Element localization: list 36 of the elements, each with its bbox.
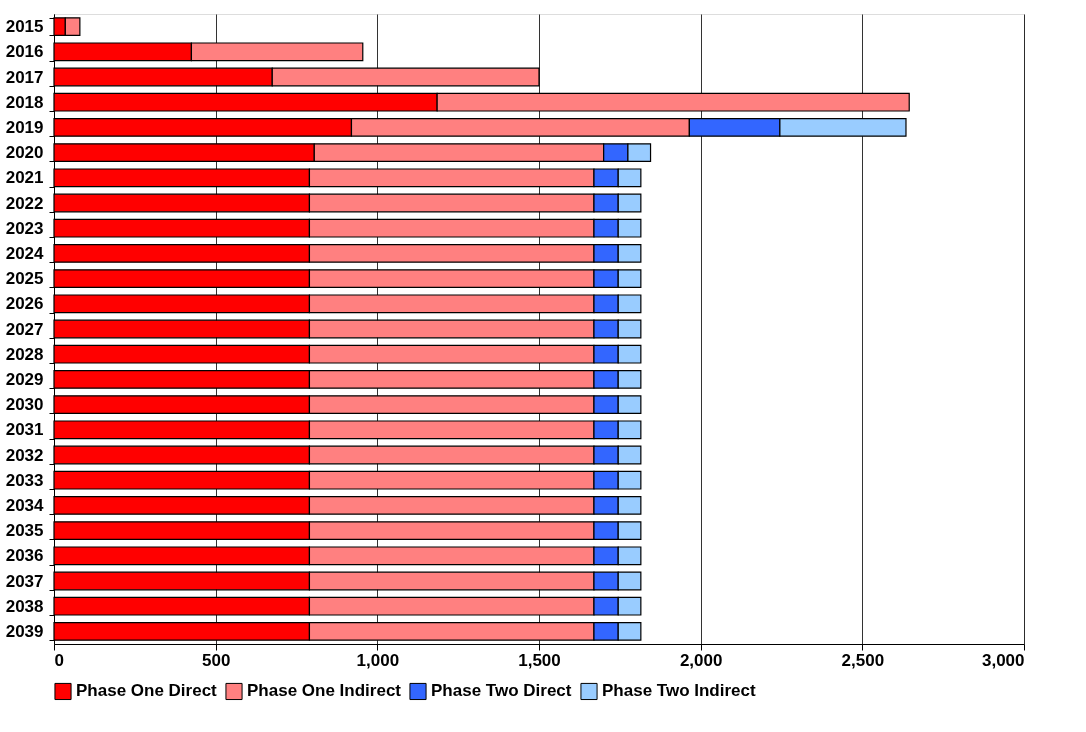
y-tick-label: 2036 — [5, 546, 44, 566]
legend-label: Phase Two Direct — [431, 681, 572, 701]
y-tick-label: 2035 — [5, 521, 44, 541]
legend-label: Phase One Direct — [76, 681, 218, 701]
y-tick-label: 2031 — [5, 420, 44, 440]
y-tick-label: 2016 — [5, 42, 44, 62]
legend-label: Phase One Indirect — [247, 681, 402, 701]
y-tick-label: 2024 — [5, 243, 45, 263]
y-tick-label: 2025 — [5, 269, 44, 289]
y-tick-label: 2033 — [5, 470, 44, 490]
x-tick-label: 1,000 — [356, 650, 400, 670]
x-tick-label: 2,000 — [679, 650, 723, 670]
y-tick-label: 2028 — [5, 344, 44, 364]
y-tick-label: 2023 — [5, 218, 44, 238]
y-tick-label: 2017 — [5, 67, 44, 87]
y-tick-label: 2021 — [5, 168, 44, 188]
y-tick-label: 2015 — [5, 17, 44, 37]
y-tick-label: 2019 — [5, 117, 44, 137]
y-tick-label: 2027 — [5, 319, 44, 339]
y-tick-label: 2020 — [5, 143, 44, 163]
x-tick-label: 1,500 — [518, 650, 561, 670]
y-tick-label: 2029 — [5, 369, 44, 389]
y-tick-label: 2022 — [5, 193, 44, 213]
y-tick-label: 2030 — [5, 395, 44, 415]
y-tick-label: 2037 — [5, 571, 44, 591]
y-tick-label: 2032 — [5, 445, 44, 465]
x-tick-label: 500 — [201, 650, 231, 670]
x-tick-label: 2,500 — [841, 650, 885, 670]
y-tick-label: 2038 — [5, 596, 44, 616]
y-tick-label: 2039 — [5, 621, 44, 641]
x-tick-label: 3,000 — [981, 650, 1025, 670]
y-tick-label: 2034 — [5, 495, 45, 515]
x-tick-label: 0 — [54, 650, 64, 670]
legend-label: Phase Two Indirect — [602, 681, 756, 701]
y-tick-label: 2026 — [5, 294, 44, 314]
y-tick-label: 2018 — [5, 92, 44, 112]
